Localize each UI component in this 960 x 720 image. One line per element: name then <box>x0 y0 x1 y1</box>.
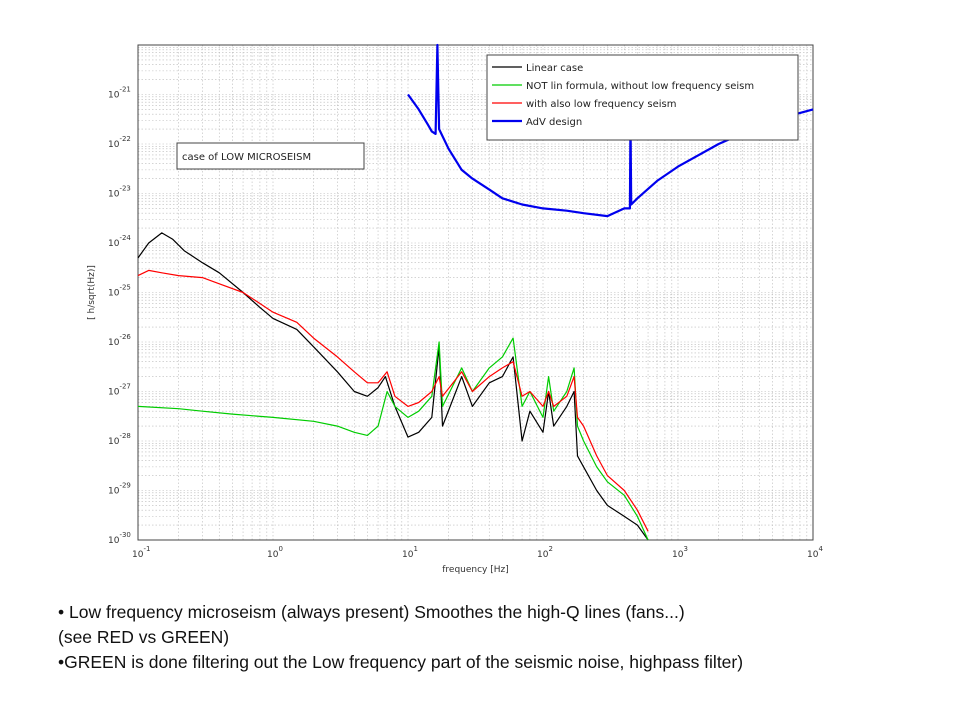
x-axis-label: frequency [Hz] <box>442 565 509 575</box>
plot-frame <box>137 44 814 541</box>
y-tick-labels: 10-21 10-22 10-23 10-24 10-25 10-26 10-27 10-28… <box>108 86 131 547</box>
y-tick-label: 10-26 <box>108 333 131 348</box>
legend-label: AdV design <box>526 117 582 128</box>
x-tick-label: 102 <box>537 545 553 560</box>
x-tick-labels: 10-1 100 101 102 103 104 <box>132 545 823 560</box>
y-tick-label: 10-23 <box>108 185 131 200</box>
legend-label: NOT lin formula, without low frequency s… <box>526 81 754 92</box>
note-line-3: •GREEN is done filtering out the Low fre… <box>58 652 744 672</box>
legend-label: Linear case <box>526 63 583 74</box>
x-tick-label: 101 <box>402 545 418 560</box>
x-tick-label: 104 <box>807 545 823 560</box>
y-axis-label: [ h/sqrt(Hz)] <box>87 265 97 320</box>
y-tick-label: 10-27 <box>108 383 131 398</box>
annotation-box: case of LOW MICROSEISM <box>176 142 365 170</box>
series-line-4 <box>407 43 814 218</box>
y-tick-label: 10-21 <box>108 86 131 101</box>
y-tick-label: 10-30 <box>108 531 131 546</box>
x-tick-label: 103 <box>672 545 688 560</box>
x-tick-label: 100 <box>267 545 283 560</box>
y-tick-label: 10-22 <box>108 135 131 150</box>
series-line-2 <box>137 337 649 541</box>
y-tick-label: 10-29 <box>108 482 131 497</box>
legend: Linear case NOT lin formula, without low … <box>486 54 799 141</box>
note-line-1: • Low frequency microseism (always prese… <box>58 602 685 622</box>
chart: 10-1 100 101 102 103 104 10-21 10-22 10-23 10-24… <box>87 43 823 575</box>
series-line-1 <box>137 232 649 541</box>
y-tick-label: 10-24 <box>108 234 131 249</box>
y-tick-label: 10-28 <box>108 432 131 447</box>
annotation-text: case of LOW MICROSEISM <box>182 152 311 163</box>
x-tick-label: 10-1 <box>132 545 150 560</box>
series-line-3 <box>137 269 649 532</box>
note-line-2: (see RED vs GREEN) <box>58 627 230 647</box>
y-tick-label: 10-25 <box>108 284 131 299</box>
legend-label: with also low frequency seism <box>526 99 677 110</box>
series-layer <box>137 43 814 541</box>
notes: • Low frequency microseism (always prese… <box>58 600 938 675</box>
